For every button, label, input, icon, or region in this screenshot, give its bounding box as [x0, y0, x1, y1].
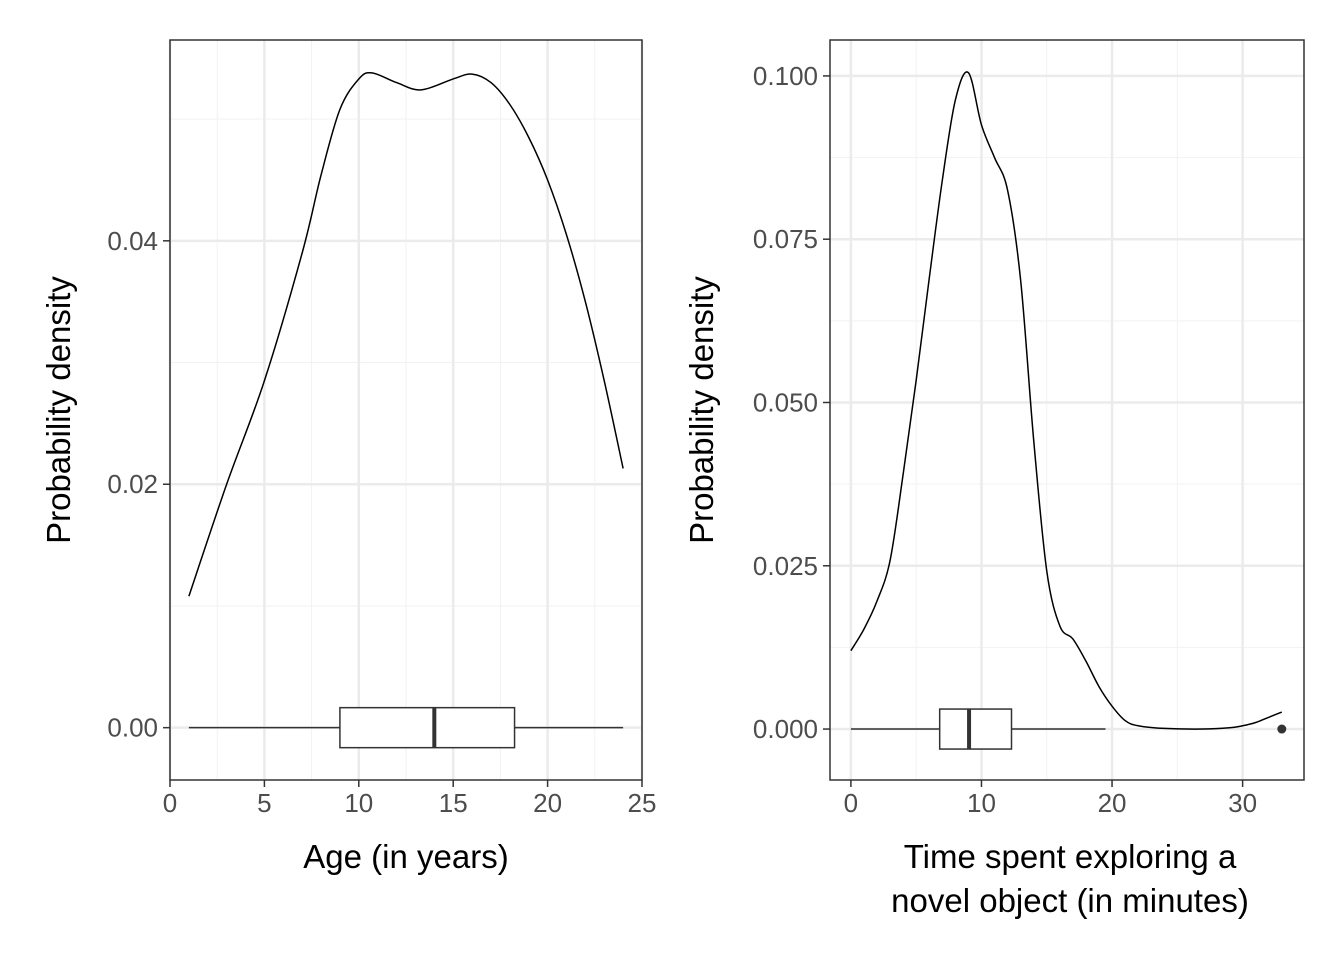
panel-border	[829, 39, 1305, 781]
y-tick-label: 0.025	[753, 551, 818, 581]
y-axis-label: Probability density	[683, 276, 720, 544]
x-tick-label: 10	[344, 788, 373, 818]
x-axis-label-line: Time spent exploring a	[904, 838, 1237, 875]
x-tick-label: 0	[844, 788, 858, 818]
y-tick-label: 0.075	[753, 224, 818, 254]
y-tick-label: 0.00	[107, 713, 158, 743]
x-tick-label: 5	[257, 788, 271, 818]
density-curve	[188, 71, 624, 597]
x-axis-label: Age (in years)	[303, 838, 508, 875]
x-tick-label: 0	[163, 788, 177, 818]
panel-border	[169, 39, 643, 781]
y-tick-label: 0.02	[107, 469, 158, 499]
boxplot-box	[339, 706, 516, 749]
x-tick-label: 20	[1098, 788, 1127, 818]
y-tick-label: 0.000	[753, 714, 818, 744]
y-tick-label: 0.04	[107, 226, 158, 256]
density-curve	[850, 71, 1283, 730]
x-tick-label: 25	[628, 788, 657, 818]
x-axis-label-line: novel object (in minutes)	[891, 882, 1249, 919]
x-tick-label: 10	[967, 788, 996, 818]
x-tick-label: 15	[439, 788, 468, 818]
y-tick-label: 0.100	[753, 61, 818, 91]
time-density-panel: 0 10 20 30 0.000 0.025 0.050 0.075 0.100 Probabil…	[683, 39, 1305, 919]
boxplot-outlier	[1277, 724, 1287, 734]
y-axis-label: Probability density	[40, 276, 77, 544]
boxplot-box	[938, 708, 1013, 750]
x-tick-label: 20	[533, 788, 562, 818]
age-density-panel: 0 5 10 15 20 25 0.00 0.02 0.04 Probability densit…	[40, 39, 657, 875]
y-tick-label: 0.050	[753, 387, 818, 417]
x-tick-label: 30	[1228, 788, 1257, 818]
